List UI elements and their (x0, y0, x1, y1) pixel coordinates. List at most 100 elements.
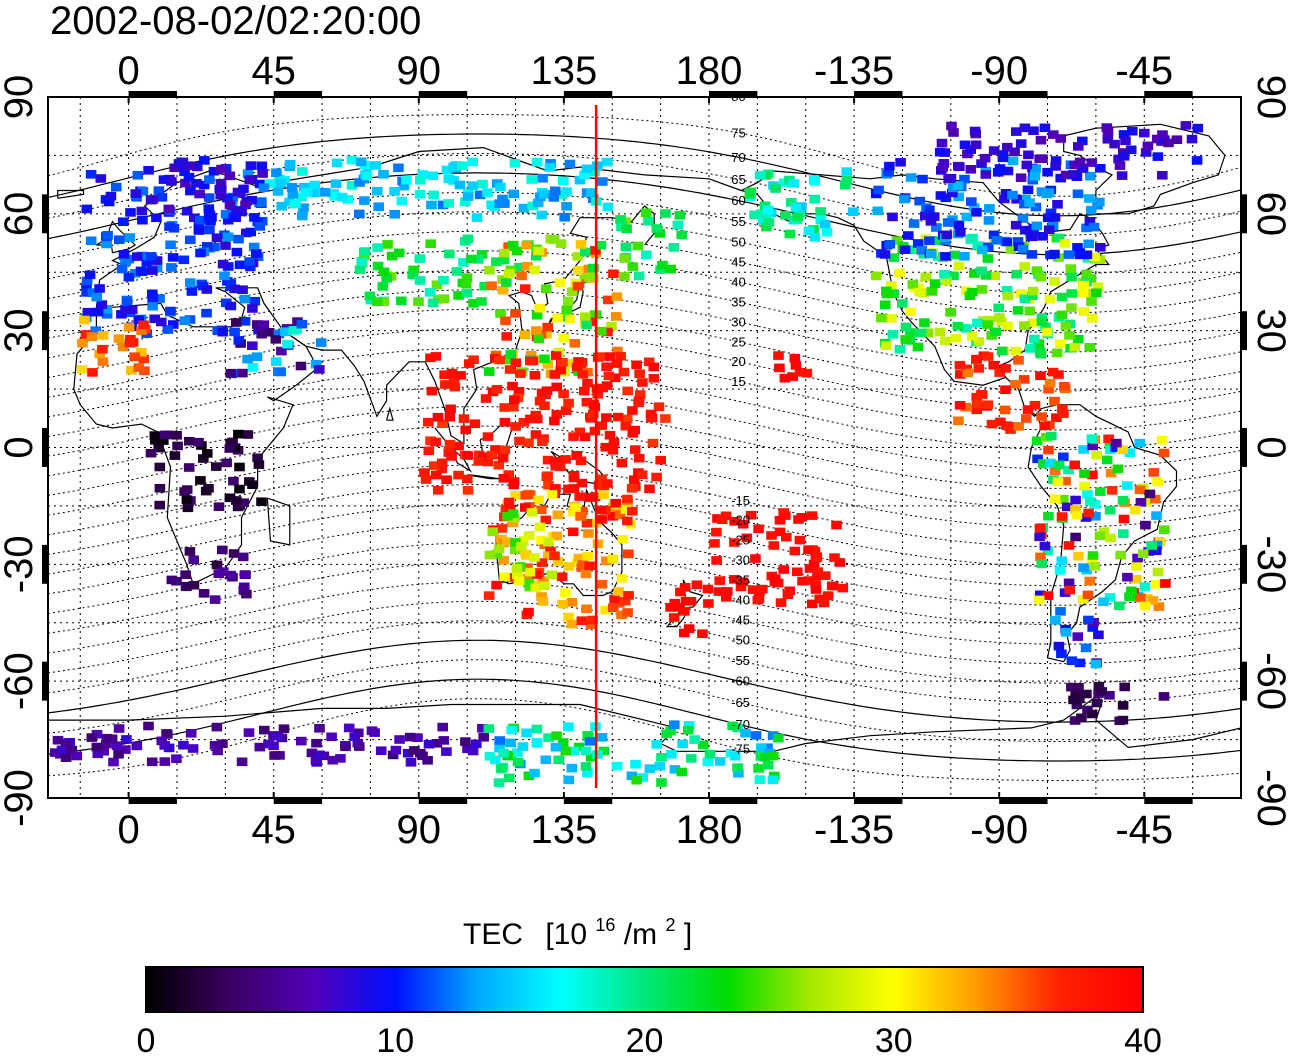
tec-cell (737, 577, 749, 586)
tec-cell (912, 239, 924, 248)
tec-cell (278, 724, 290, 733)
tec-cell (473, 457, 485, 466)
tec-cell (756, 743, 767, 752)
tec-cell (596, 327, 607, 336)
tec-cell (1151, 546, 1162, 555)
tec-cell (600, 605, 611, 615)
tec-cell (497, 453, 509, 463)
tec-cell (424, 288, 436, 297)
tec-cell (697, 629, 708, 638)
tec-cell (414, 189, 426, 199)
tec-cell (938, 159, 950, 168)
tec-cell (228, 549, 240, 558)
tec-cell (581, 518, 593, 528)
tec-cell (550, 186, 561, 196)
tec-cell (1034, 532, 1045, 542)
tec-cell (1086, 709, 1098, 719)
tec-cell (125, 208, 136, 217)
tec-cell (568, 471, 580, 480)
tec-cell (622, 516, 633, 526)
tec-cell (215, 179, 227, 188)
tec-cell (296, 319, 308, 329)
tec-cell (97, 357, 109, 366)
tec-cell (269, 751, 280, 760)
tec-cell (574, 175, 586, 185)
tec-cell (563, 775, 575, 785)
tec-cell (205, 216, 216, 226)
magnetic-latitude-line (47, 659, 1242, 742)
tec-cell (1091, 288, 1102, 298)
tec-cell (393, 163, 404, 173)
tec-cell (500, 316, 511, 326)
tec-cell (201, 242, 213, 251)
tec-cell (757, 584, 768, 594)
tec-cell (408, 265, 419, 275)
tec-cell (934, 327, 946, 337)
tec-cell (954, 360, 966, 370)
tec-cell (601, 413, 612, 422)
tec-cell (1000, 385, 1011, 394)
tec-cell (668, 243, 680, 252)
tec-cell (1159, 525, 1170, 534)
tec-cell (529, 553, 540, 562)
tec-cell (1117, 701, 1129, 710)
tec-cell (97, 331, 109, 340)
tec-cell (1139, 582, 1151, 591)
tec-cell (1036, 317, 1048, 326)
tec-cell (518, 536, 529, 545)
colorbar-tick-label: 20 (626, 1022, 664, 1057)
tec-cell (372, 261, 384, 271)
tec-cell (1030, 202, 1042, 212)
tec-cell (224, 171, 236, 181)
tec-cell (245, 227, 256, 237)
tec-cell (559, 212, 570, 222)
tec-cell (959, 252, 970, 261)
tec-cell (1084, 343, 1095, 352)
tec-cell (782, 590, 794, 600)
tec-cell (1022, 185, 1034, 195)
top-axis-labels: 0 45 90 135 180 -135 -90 -45 (117, 49, 1173, 93)
tec-cell (983, 242, 994, 252)
tec-cell (523, 438, 534, 447)
tec-cell (1033, 339, 1044, 348)
tec-cell (185, 278, 196, 287)
tec-cell (976, 266, 987, 276)
tec-cell (990, 327, 1001, 337)
tec-cell (186, 287, 198, 296)
tec-cell (147, 293, 158, 302)
tec-cell (453, 441, 464, 451)
tec-cell (271, 357, 282, 366)
tec-cell (1117, 496, 1129, 505)
tec-cell (536, 505, 547, 515)
tec-cell (801, 368, 813, 378)
tec-cell (787, 372, 798, 381)
tec-cell (792, 212, 804, 222)
tec-cell (558, 333, 569, 343)
tec-cell (1110, 443, 1121, 453)
tec-cell (234, 462, 245, 472)
tec-cell (521, 551, 532, 560)
tec-cell (563, 562, 575, 571)
tec-cell (229, 284, 240, 294)
tec-cell (355, 157, 367, 167)
magnetic-latitude-label: 40 (731, 275, 745, 290)
bottom-tick-label: 45 (251, 808, 296, 852)
tec-cell (398, 181, 410, 191)
tec-cell (251, 352, 263, 361)
tec-cell (378, 297, 389, 306)
tec-cell (132, 170, 144, 180)
bottom-tick-label: 135 (531, 808, 598, 852)
tec-cell (580, 762, 592, 771)
tec-cell (502, 511, 513, 521)
tec-cell (683, 624, 695, 633)
tec-cell (372, 297, 383, 306)
tec-cell (884, 161, 895, 171)
tec-cell (405, 758, 417, 767)
tec-cell (477, 179, 488, 189)
tec-cell (542, 455, 554, 465)
tec-cell (623, 549, 634, 559)
tec-cell (886, 314, 897, 323)
tec-cell (610, 498, 621, 508)
tec-cell (793, 515, 804, 524)
tec-cell (229, 327, 240, 337)
